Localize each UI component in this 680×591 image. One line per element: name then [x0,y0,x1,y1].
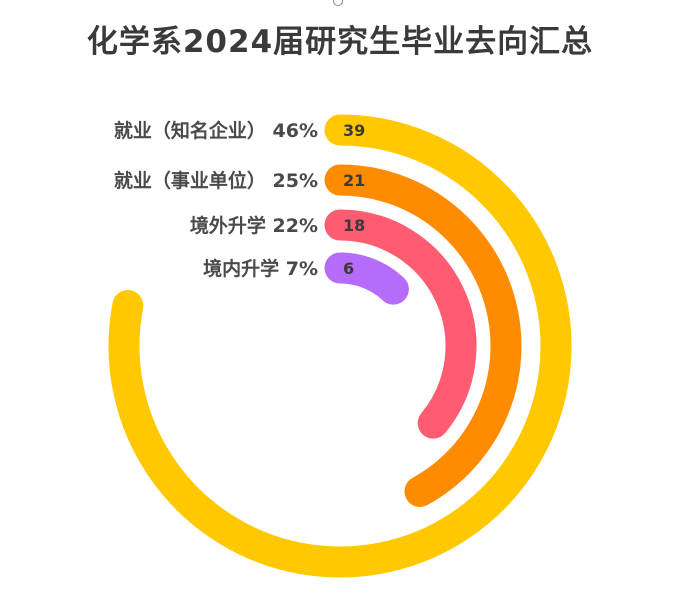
value-label-1: 39 [343,121,365,140]
value-label-4: 6 [343,259,354,278]
window-indicator-dot [333,0,343,6]
ring-group [108,114,572,578]
label-group: 39 就业（知名企业） 46% 21 就业（事业单位） 25% 18 境外升学 22% 6 境… [114,119,365,280]
radial-bar-1 [108,114,572,578]
value-label-2: 21 [343,171,365,190]
radial-bar-2 [324,164,522,507]
category-label-3: 境外升学 22% [190,214,318,237]
chart-title: 化学系2024届研究生毕业去向汇总 [86,24,594,60]
value-label-3: 18 [343,216,365,235]
category-label-2: 就业（事业单位） 25% [114,169,318,192]
radial-bar-3 [324,209,477,439]
radial-bar-4 [324,252,409,305]
category-label-4: 境内升学 7% [203,257,318,280]
category-label-1: 就业（知名企业） 46% [114,119,318,142]
